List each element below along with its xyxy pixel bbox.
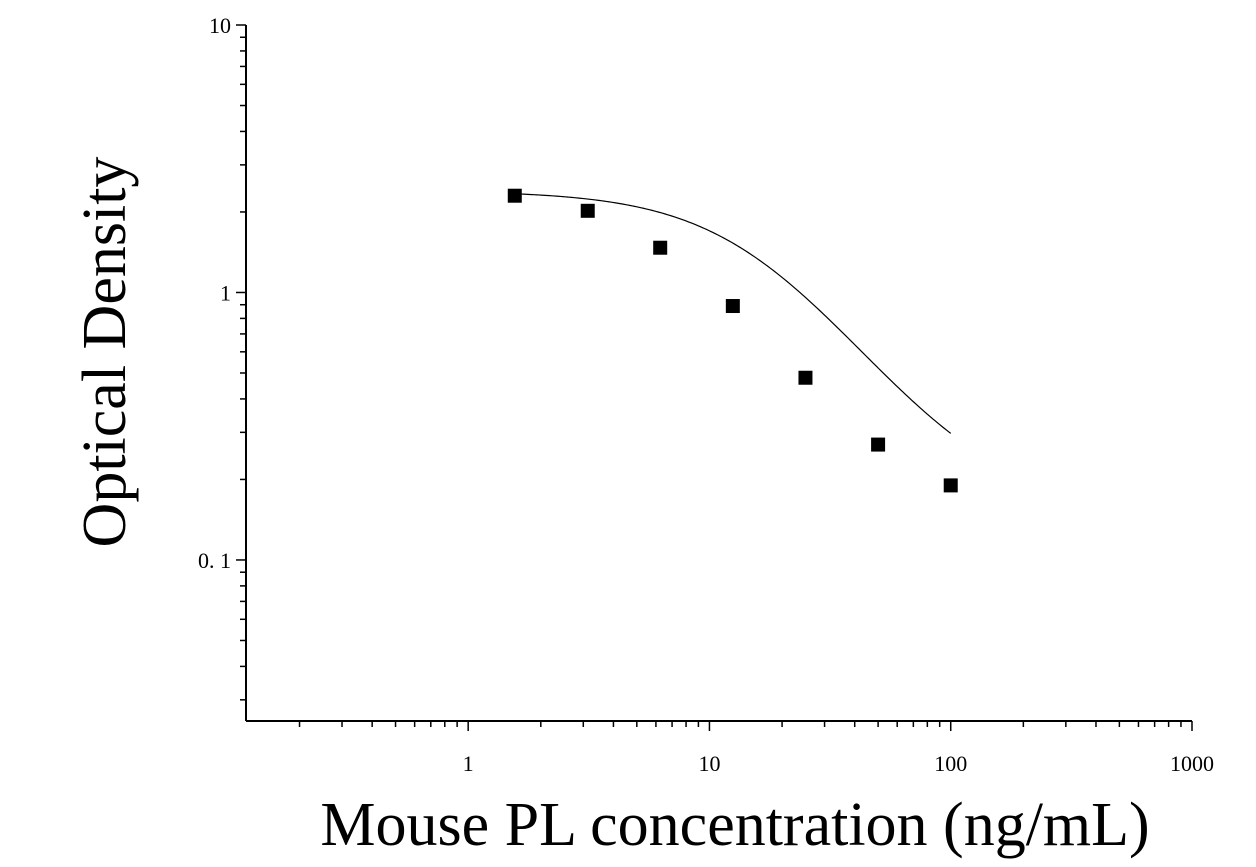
x-tick-label: 100 <box>934 751 967 776</box>
data-point <box>725 299 740 314</box>
axes <box>245 25 1192 722</box>
tick-labels: 1 10 100 1000 0. 1 1 10 <box>198 13 1214 776</box>
data-point <box>507 188 522 203</box>
x-tick-label: 10 <box>698 751 720 776</box>
data-point <box>653 240 668 255</box>
data-point <box>580 203 595 218</box>
y-tick-label: 10 <box>209 13 231 38</box>
x-tick-label: 1 <box>463 751 474 776</box>
x-tick-label: 1000 <box>1170 751 1214 776</box>
ticks <box>236 24 1193 731</box>
data-point <box>943 478 958 493</box>
x-axis-title: Mouse PL concentration (ng/mL) <box>320 791 1149 859</box>
y-tick-label: 1 <box>220 280 231 305</box>
data-point <box>798 370 813 385</box>
data-points <box>507 188 958 493</box>
data-point <box>871 437 886 452</box>
y-axis-title: Optical Density <box>71 157 139 548</box>
fit-curve <box>514 193 952 434</box>
y-tick-label: 0. 1 <box>198 548 231 573</box>
